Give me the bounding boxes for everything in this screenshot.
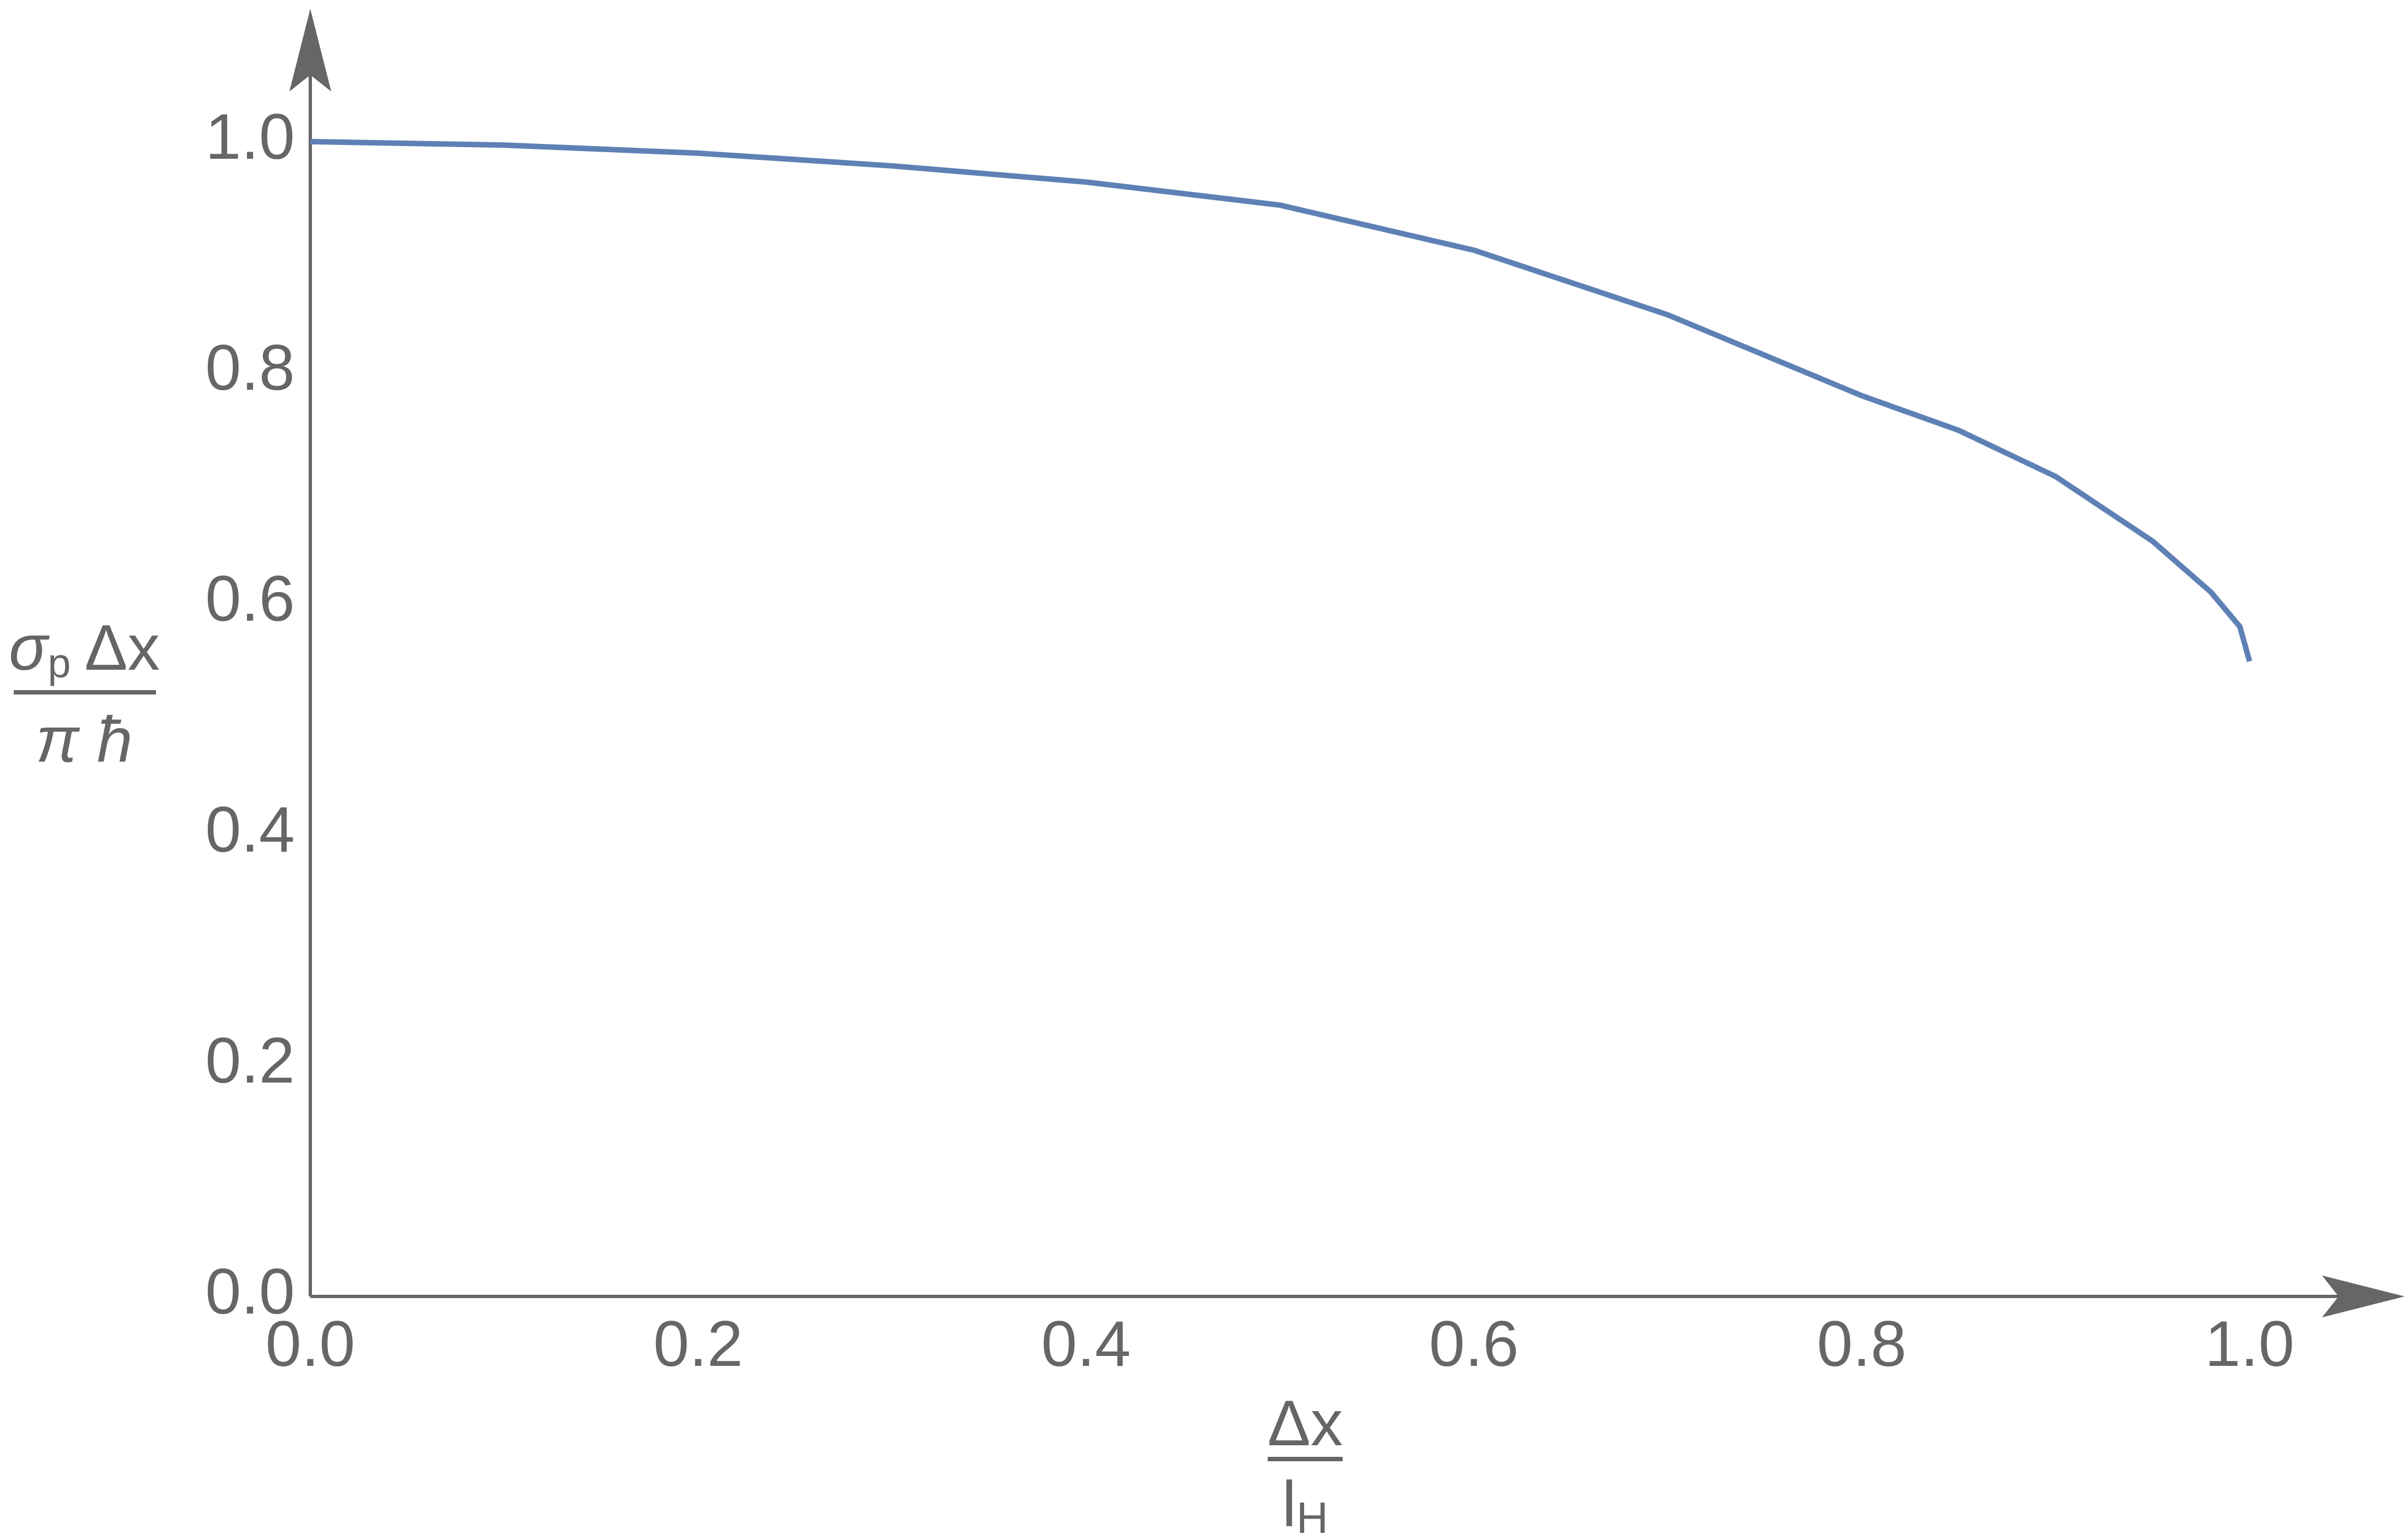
x-label-l: l xyxy=(1282,1468,1296,1534)
x-tick-label: 0.6 xyxy=(1429,1307,1519,1380)
x-tick-label: 0.4 xyxy=(1041,1307,1131,1380)
y-label-sigma: σ xyxy=(9,611,50,683)
y-tick-label: 1.0 xyxy=(205,100,295,173)
x-axis-arrow xyxy=(2322,1275,2405,1317)
x-tick-label: 0.2 xyxy=(653,1307,743,1380)
y-tick-label: 0.2 xyxy=(205,1024,295,1096)
x-tick-label: 0.0 xyxy=(266,1307,355,1380)
x-label-sub: H xyxy=(1296,1493,1328,1534)
x-tick-label: 0.8 xyxy=(1817,1307,1906,1380)
y-tick-label: 0.6 xyxy=(205,562,295,634)
y-axis-arrow xyxy=(289,9,331,91)
y-label-numerator: σp Δx xyxy=(9,611,160,686)
x-tick-label: 1.0 xyxy=(2205,1307,2294,1380)
y-label-sub: p xyxy=(48,640,71,686)
x-label-denominator: lH xyxy=(1282,1468,1328,1534)
y-label-denominator: π ħ xyxy=(36,703,133,776)
y-tick-label: 0.8 xyxy=(205,331,295,403)
y-label-rest: Δx xyxy=(84,611,160,683)
x-label-numerator: Δx xyxy=(1268,1387,1343,1459)
curve xyxy=(310,138,2253,663)
y-tick-label: 0.0 xyxy=(205,1255,295,1327)
y-tick-label: 0.4 xyxy=(205,793,295,865)
